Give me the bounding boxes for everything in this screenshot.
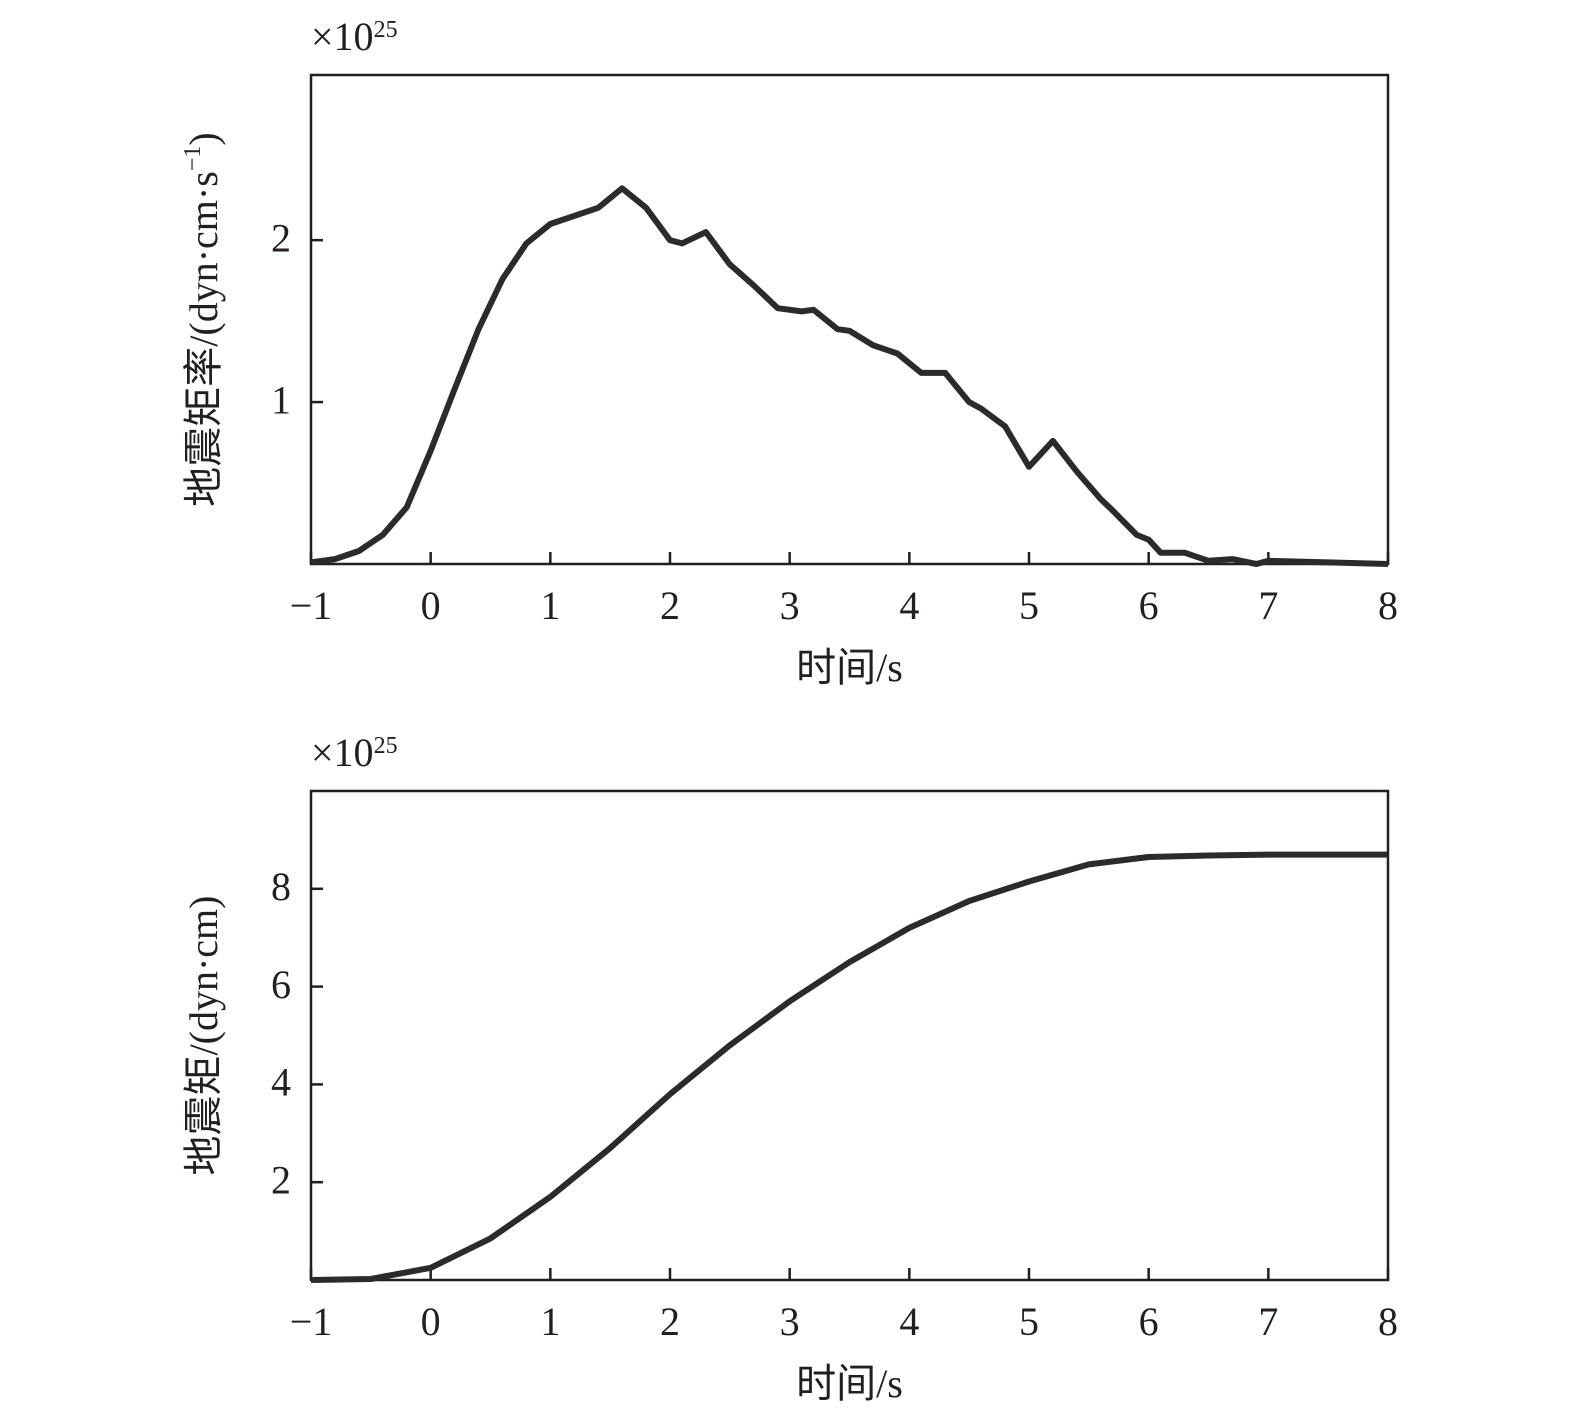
text-part: 25 xyxy=(374,17,398,43)
x-tick-label: 3 xyxy=(780,1299,800,1344)
text-part: −1 xyxy=(180,146,206,172)
y-tick-label: 8 xyxy=(271,864,291,909)
data-line xyxy=(310,851,1388,1283)
x-tick-label: 5 xyxy=(1019,1299,1039,1344)
x-tick-label: 4 xyxy=(899,583,919,628)
x-tick-label: 8 xyxy=(1378,583,1398,628)
x-tick-label: −1 xyxy=(290,583,333,628)
text-part: 地震矩率/(dyn·cm·s xyxy=(181,171,226,507)
x-axis-label: 时间/s xyxy=(796,1361,903,1406)
text-part: ×10 xyxy=(311,14,374,59)
text-part: ×10 xyxy=(311,730,374,775)
x-axis-label: 时间/s xyxy=(796,645,903,690)
x-tick-label: 1 xyxy=(540,1299,560,1344)
text-part: 25 xyxy=(374,733,398,759)
x-tick-label: 8 xyxy=(1378,1299,1398,1344)
x-tick-label: −1 xyxy=(290,1299,333,1344)
y-tick-label: 6 xyxy=(271,962,291,1007)
x-tick-label: 6 xyxy=(1139,1299,1159,1344)
x-tick-label: 0 xyxy=(421,1299,441,1344)
axis-multiplier: ×1025 xyxy=(311,14,398,59)
y-axis-label: 地震矩/(dyn·cm) xyxy=(181,896,226,1176)
x-tick-label: 2 xyxy=(660,583,680,628)
x-tick-label: 3 xyxy=(780,583,800,628)
text-part: ) xyxy=(181,132,226,145)
data-line xyxy=(310,185,1389,567)
y-tick-label: 2 xyxy=(271,215,291,260)
x-tick-label: 0 xyxy=(421,583,441,628)
y-tick-label: 2 xyxy=(271,1157,291,1202)
x-tick-label: 5 xyxy=(1019,583,1039,628)
x-tick-label: 2 xyxy=(660,1299,680,1344)
x-tick-label: 7 xyxy=(1258,1299,1278,1344)
plot-frame xyxy=(309,73,1390,566)
text-part: 地震矩/(dyn·cm) xyxy=(181,896,226,1176)
y-axis-label: 地震矩率/(dyn·cm·s−1) xyxy=(180,132,227,506)
x-tick-label: 6 xyxy=(1139,583,1159,628)
x-tick-label: 4 xyxy=(899,1299,919,1344)
axis-multiplier: ×1025 xyxy=(311,730,398,775)
y-tick-label: 1 xyxy=(271,377,291,422)
y-tick-label: 4 xyxy=(271,1060,291,1105)
plot-frame xyxy=(309,789,1390,1282)
x-tick-label: 1 xyxy=(540,583,560,628)
x-tick-label: 7 xyxy=(1258,583,1278,628)
